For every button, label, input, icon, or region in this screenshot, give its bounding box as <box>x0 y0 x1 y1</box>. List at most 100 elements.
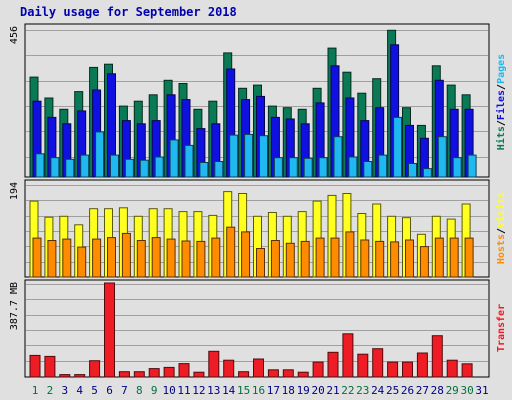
day-label: 28 <box>431 384 444 397</box>
pages-bar <box>35 153 45 178</box>
hosts-bar <box>47 240 57 278</box>
transfer-bar <box>238 371 250 378</box>
legend-pages: Pages <box>496 54 507 84</box>
day-label: 31 <box>475 384 488 397</box>
transfer-bar <box>29 354 41 378</box>
day-label: 7 <box>121 384 128 397</box>
day-label: 17 <box>267 384 280 397</box>
transfer-bar <box>357 353 369 378</box>
hosts-bar <box>151 237 161 278</box>
transfer-bar <box>446 359 458 378</box>
pages-bar <box>422 168 432 178</box>
day-label: 10 <box>162 384 175 397</box>
legend-label: Transfer <box>496 304 507 352</box>
day-label: 8 <box>136 384 143 397</box>
pages-bar <box>303 157 313 178</box>
hosts-bar <box>196 240 206 278</box>
pages-bar <box>95 131 105 178</box>
y-axis-max-label: 194 <box>9 182 20 200</box>
pages-bar <box>348 156 358 178</box>
hosts-bar <box>62 238 72 278</box>
day-labels: 1 2 3 4 5 6 7 8 9 10 11 12 13 14 15 16 17 18 19 20 21 22 23 24 2… <box>32 384 489 397</box>
transfer-panel: 387.7 MB Transfer <box>9 279 507 378</box>
pages-bar <box>199 162 209 178</box>
transfer-bar <box>253 358 264 378</box>
hosts-bar <box>405 239 414 278</box>
hosts-bar <box>270 240 280 278</box>
pages-bar <box>452 157 462 178</box>
transfer-bar <box>297 371 309 378</box>
pages-bar <box>467 154 477 178</box>
pages-bar <box>259 135 268 178</box>
hosts-bar <box>419 246 429 278</box>
transfer-bar <box>44 355 56 378</box>
pages-bar <box>244 133 254 178</box>
day-label: 9 <box>151 384 158 397</box>
hosts-bar <box>345 231 355 278</box>
transfer-bar <box>282 369 294 378</box>
day-label: 18 <box>282 384 295 397</box>
legend-transfer: Transfer <box>496 304 507 352</box>
transfer-bar <box>178 363 190 378</box>
day-label: 5 <box>91 384 98 397</box>
pages-bar <box>437 136 447 178</box>
chart-title: Daily usage for September 2018 <box>20 5 237 19</box>
hosts-bar <box>32 237 42 278</box>
transfer-bar <box>193 371 205 378</box>
hosts-bar <box>107 237 116 278</box>
hosts-bar <box>449 237 459 278</box>
day-label: 29 <box>446 384 459 397</box>
transfer-bar <box>208 350 220 378</box>
hits-files-pages-panel: 456 Hits/Files/Pages <box>9 23 507 178</box>
hosts-bar <box>285 242 295 278</box>
transfer-bar <box>74 374 86 378</box>
transfer-bar <box>402 361 413 378</box>
day-label: 26 <box>401 384 414 397</box>
pages-bar <box>124 158 134 178</box>
hosts-bar <box>390 241 400 278</box>
legend-files: Files <box>495 90 507 120</box>
hosts-bar <box>121 232 131 278</box>
hosts-bar <box>241 231 251 278</box>
hosts-bar <box>330 237 340 278</box>
pages-bar <box>229 134 239 178</box>
day-label: 11 <box>177 384 190 397</box>
hosts-bar <box>375 240 385 278</box>
pages-bar <box>288 157 298 178</box>
day-label: 15 <box>237 384 250 397</box>
pages-bar <box>65 158 75 178</box>
hosts-bar <box>315 237 325 278</box>
day-label: 24 <box>371 384 385 397</box>
visits-hosts-panel: 194 Hosts/Visits <box>9 179 507 278</box>
legend-label: Hosts/Visits <box>495 192 507 264</box>
transfer-bar <box>327 351 339 378</box>
day-label: 14 <box>222 384 236 397</box>
day-label: 2 <box>47 384 54 397</box>
transfer-bar <box>312 361 324 378</box>
pages-bar <box>184 144 194 178</box>
transfer-bar <box>431 335 443 378</box>
pages-bar <box>214 161 224 178</box>
pages-bar <box>154 156 164 178</box>
hosts-bar <box>226 226 236 278</box>
hosts-bar <box>256 248 265 278</box>
pages-bar <box>139 159 149 178</box>
hosts-bar <box>464 237 474 278</box>
legend-visits: Visits <box>495 192 507 228</box>
day-label: 22 <box>341 384 354 397</box>
transfer-bar <box>387 361 399 378</box>
day-label: 6 <box>106 384 113 397</box>
legend-label: Hits/Files/Pages <box>495 54 507 150</box>
pages-bar <box>80 154 90 178</box>
day-label: 1 <box>32 384 39 397</box>
transfer-bar <box>104 282 115 378</box>
y-axis-max-label: 387.7 MB <box>9 282 20 330</box>
legend-hosts: Hosts <box>496 234 507 264</box>
hosts-bar <box>300 240 310 278</box>
hosts-bar <box>166 238 176 278</box>
transfer-bar <box>267 369 279 378</box>
pages-bar <box>393 116 403 178</box>
day-label: 25 <box>386 384 399 397</box>
pages-bar <box>169 139 179 178</box>
